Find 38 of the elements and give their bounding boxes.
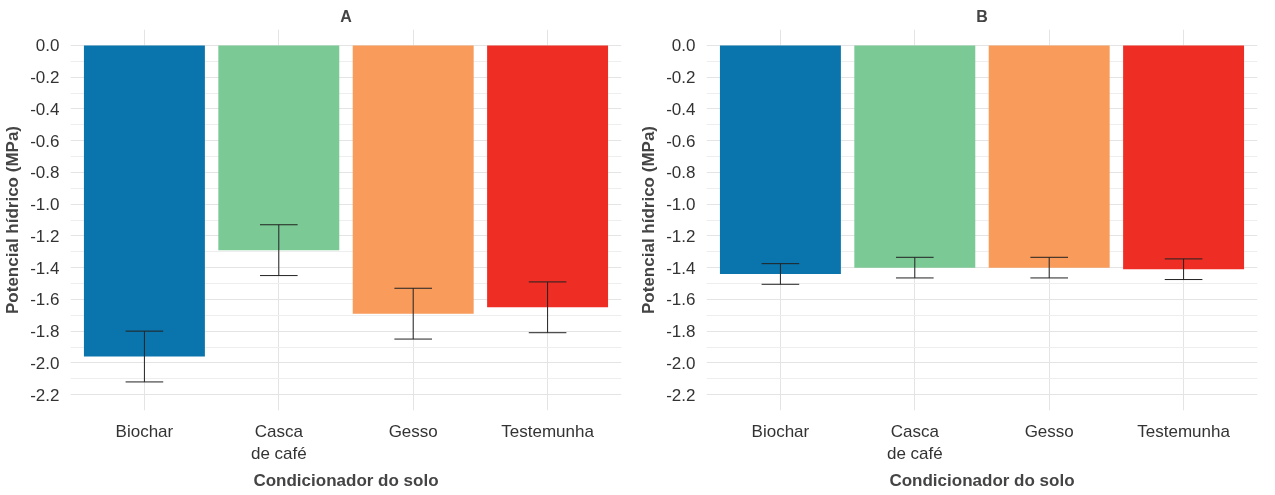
x-tick-label: Testemunha <box>1137 421 1231 441</box>
y-tick-label: -1.8 <box>30 322 60 342</box>
x-tick-label: Biochar <box>751 421 810 441</box>
y-tick-label: -2.0 <box>666 353 696 373</box>
y-tick-label: -0.8 <box>666 163 696 183</box>
y-tick-label: -1.4 <box>30 258 60 278</box>
y-tick-label: -1.2 <box>666 226 696 246</box>
x-tick-label: Gesso <box>1024 421 1074 441</box>
y-tick-label: -0.2 <box>30 68 60 88</box>
y-tick-label: -0.8 <box>30 163 60 183</box>
x-tick-label: Testemunha <box>501 421 595 441</box>
y-tick-label: 0.0 <box>35 36 60 56</box>
x-axis-title: Condicionador do solo <box>253 471 439 491</box>
y-tick-label: -1.0 <box>666 195 696 215</box>
y-tick-label: -1.6 <box>666 290 696 310</box>
chart-title: A <box>340 7 353 25</box>
x-tick-label: Casca de café <box>250 421 307 464</box>
y-tick-label: -1.6 <box>30 290 60 310</box>
y-tick-label: -0.6 <box>666 131 696 151</box>
y-tick-label: 0.0 <box>671 36 696 56</box>
y-tick-label: -0.2 <box>666 68 696 88</box>
x-tick-label: Gesso <box>388 421 438 441</box>
chart-title: B <box>976 7 988 25</box>
y-tick-label: -1.2 <box>30 226 60 246</box>
y-axis-title: Potencial hídrico (MPa) <box>3 126 23 314</box>
x-tick-label: Biochar <box>115 421 174 441</box>
y-tick-label: -2.0 <box>30 353 60 373</box>
y-tick-label: -1.4 <box>666 258 696 278</box>
y-tick-label: -0.6 <box>30 131 60 151</box>
y-tick-label: -2.2 <box>666 385 696 405</box>
y-tick-label: -0.4 <box>666 99 696 119</box>
x-tick-label: Casca de café <box>886 421 943 464</box>
y-tick-label: -1.8 <box>666 322 696 342</box>
x-axis-title: Condicionador do solo <box>889 471 1075 491</box>
y-tick-label: -2.2 <box>30 385 60 405</box>
y-tick-label: -0.4 <box>30 99 60 119</box>
y-tick-label: -1.0 <box>30 195 60 215</box>
y-axis-title: Potencial hídrico (MPa) <box>639 126 659 314</box>
